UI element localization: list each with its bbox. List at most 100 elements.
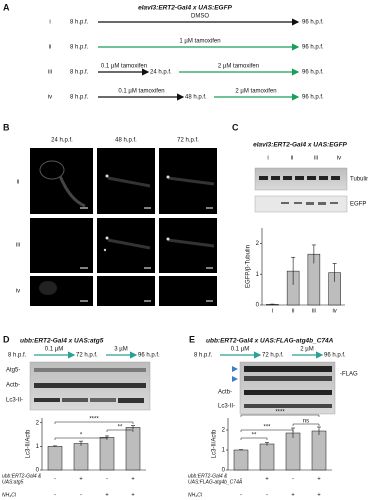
condition-sign: - [266,493,268,499]
x-tick-label: ii [292,309,295,315]
condition-sign: + [105,493,109,499]
condition-label: ubb:ERT2-Gal4 & [2,473,42,479]
blot-label: Tubulin [350,177,368,183]
lane-label: ii [291,156,294,162]
row-id: iii [48,70,52,76]
panel-label: D [3,334,10,344]
condition-label: UAS:atg5 [2,479,24,485]
row-id: i [49,20,50,26]
panel-label: B [3,122,10,132]
significance-bracket [240,414,320,417]
time-start: 8 h.p.f. [70,45,89,51]
time-end: 96 h.p.f. [138,353,160,359]
dose: 0.1 µM [45,347,63,353]
y-tick-label: 2 [222,428,226,434]
time-end: 96 h.p.f. [302,70,324,76]
row-label: iii [16,243,20,249]
y-tick-label: 0 [256,303,260,309]
blot-label: Actb- [218,390,232,396]
blot-label: -FLAG [340,372,358,378]
condition-sign: - [292,477,294,483]
blot-label: Actb- [6,383,20,389]
x-tick-label: iii [312,309,316,315]
condition-sign: + [79,477,83,483]
y-tick-label: 0 [222,468,226,474]
x-tick-label: i [272,309,273,315]
significance: **** [275,410,285,416]
treatment: 2 µM tamoxifen [218,64,259,70]
treatment: 0.1 µM tamoxifen [118,89,164,95]
treatment: 2 µM tamoxifen [235,89,276,95]
treatment: DMSO [191,14,209,20]
condition-sign: - [54,477,56,483]
panel-title: elavl3:ERT2-Gal4 x UAS:EGFP [253,142,347,149]
time-mid: 72 h.p.f. [262,353,284,359]
x-tick-label: iv [332,309,336,315]
lane-label: i [267,156,268,162]
condition-label: NH₄Cl [188,492,203,498]
condition-sign: + [291,493,295,499]
condition-label: ubb:ERT2-Gal4 & [188,473,228,479]
time-mid: 24 h.p.f. [150,70,172,76]
bar [311,430,327,471]
treatment: 0.1 µM tamoxifen [101,64,147,70]
condition-sign: - [240,477,242,483]
lane-label: iv [337,156,341,162]
condition-sign: - [54,493,56,499]
dose: 0.1 µM [231,347,249,353]
significance: ns [303,419,309,425]
condition-sign: + [265,477,269,483]
column-label: 24 h.p.f. [51,138,73,144]
y-tick-label: 2 [36,420,40,426]
condition-sign: + [317,477,321,483]
condition-label: NH₄Cl [2,492,17,498]
bar [99,437,115,471]
column-label: 72 h.p.f. [177,138,199,144]
time-end: 96 h.p.f. [324,353,346,359]
lane-label: iii [314,156,318,162]
blot-label: Lc3-II- [6,398,23,404]
bar [259,443,275,471]
dose: 3 µM [114,347,127,353]
blot-label: EGFP [350,202,366,208]
bar [47,446,63,471]
significance-bracket [106,429,134,432]
significance-bracket [54,437,108,440]
condition-sign: + [317,493,321,499]
micrographs [30,148,217,306]
y-tick-label: 1 [256,272,260,278]
bar [233,449,249,471]
panel-title: ubb:ERT2-Gal4 x UAS:atg5 [20,338,104,345]
significance: *** [263,425,271,431]
time-start: 8 h.p.f. [70,70,89,76]
row-label: iv [16,289,20,295]
panel-label: C [232,122,239,132]
condition-sign: + [131,477,135,483]
significance: * [80,433,83,439]
row-id: ii [49,45,52,51]
row-id: iv [48,95,52,101]
significance-bracket [240,437,268,440]
bar [125,427,141,471]
y-tick-label: 1 [222,448,226,454]
column-label: 48 h.p.f. [115,138,137,144]
y-axis-label: Lc3-II/Actb [212,429,218,458]
significance-bracket [54,421,134,424]
panel-title: ubb:ERT2-Gal4 x UAS:FLAG-atg4b_C74A [206,338,334,345]
y-tick-label: 1 [36,444,40,450]
significance-bracket [240,429,294,432]
y-tick-label: 2 [256,241,260,247]
panel-label: A [3,2,10,12]
time-start: 8 h.p.f. [70,95,89,101]
y-axis-label: EGFP/β-Tubulin [246,245,252,288]
significance: ** [252,433,257,439]
condition-sign: - [106,477,108,483]
bar [285,432,301,471]
significance: **** [89,417,99,423]
panel-title: elavl3:ERT2-Gal4 x UAS:EGFP [138,5,232,12]
treatment: 1 µM tamoxifen [179,39,220,45]
y-axis-label: Lc3-II/Actb [26,429,32,458]
condition-sign: + [131,493,135,499]
time-end: 96 h.p.f. [302,20,324,26]
western-blots [29,167,348,415]
